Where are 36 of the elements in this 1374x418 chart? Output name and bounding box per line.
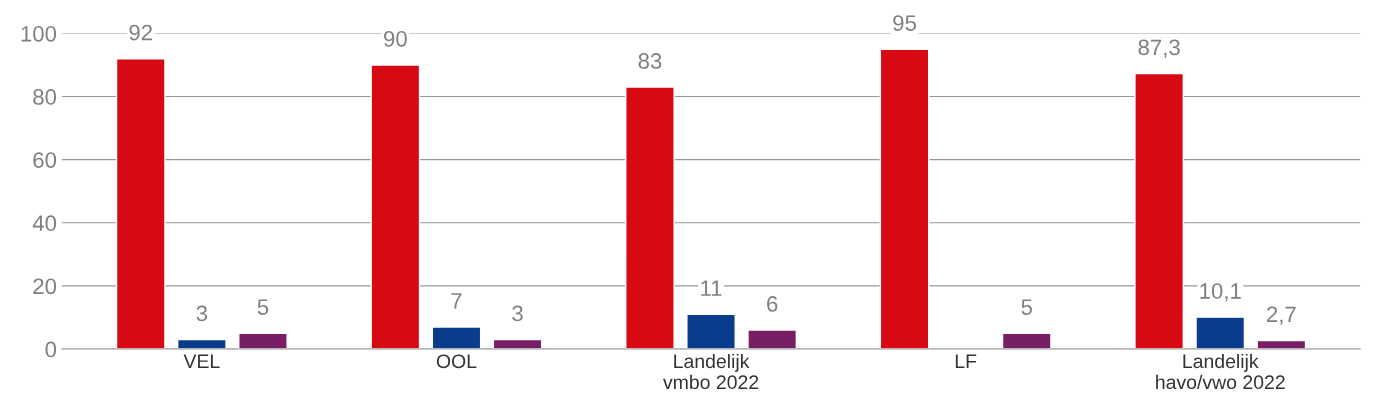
y-tick-label: 80 <box>33 89 57 105</box>
bar <box>879 48 930 350</box>
x-tick-label: OOL <box>436 354 477 369</box>
data-label: 87,3 <box>1138 39 1180 58</box>
data-label: 90 <box>384 30 407 47</box>
bar <box>431 326 482 350</box>
data-label: 5 <box>1021 299 1032 315</box>
y-tick-label: 60 <box>33 152 57 168</box>
y-tick-label: 0 <box>45 341 57 358</box>
x-tick-label: LF <box>955 354 977 368</box>
data-label: 83 <box>638 53 662 69</box>
x-tick-label: Landelijk vmbo 2022 <box>663 353 759 390</box>
data-label: 95 <box>893 15 916 31</box>
data-label: 10,1 <box>1200 283 1241 302</box>
bar <box>625 86 675 350</box>
bar <box>1195 316 1246 350</box>
bar <box>115 57 166 350</box>
data-label: 2,7 <box>1267 306 1296 325</box>
bar <box>1134 72 1185 350</box>
data-label: 5 <box>257 299 269 315</box>
data-label: 3 <box>512 305 523 322</box>
data-label: 6 <box>767 296 778 312</box>
y-tick-label: 20 <box>33 278 57 295</box>
data-label: 92 <box>129 24 152 41</box>
bar <box>686 313 736 350</box>
bar <box>747 329 798 350</box>
bar <box>1001 332 1052 350</box>
bar <box>370 64 421 350</box>
data-label: 3 <box>196 305 208 322</box>
x-tick-label: VEL <box>183 354 220 368</box>
bar <box>238 332 288 350</box>
y-tick-label: 100 <box>21 25 57 42</box>
data-label: 11 <box>701 280 722 296</box>
x-tick-label: Landelijk havo/vwo 2022 <box>1156 353 1285 390</box>
y-tick-label: 40 <box>32 215 57 232</box>
data-label: 7 <box>451 293 462 309</box>
